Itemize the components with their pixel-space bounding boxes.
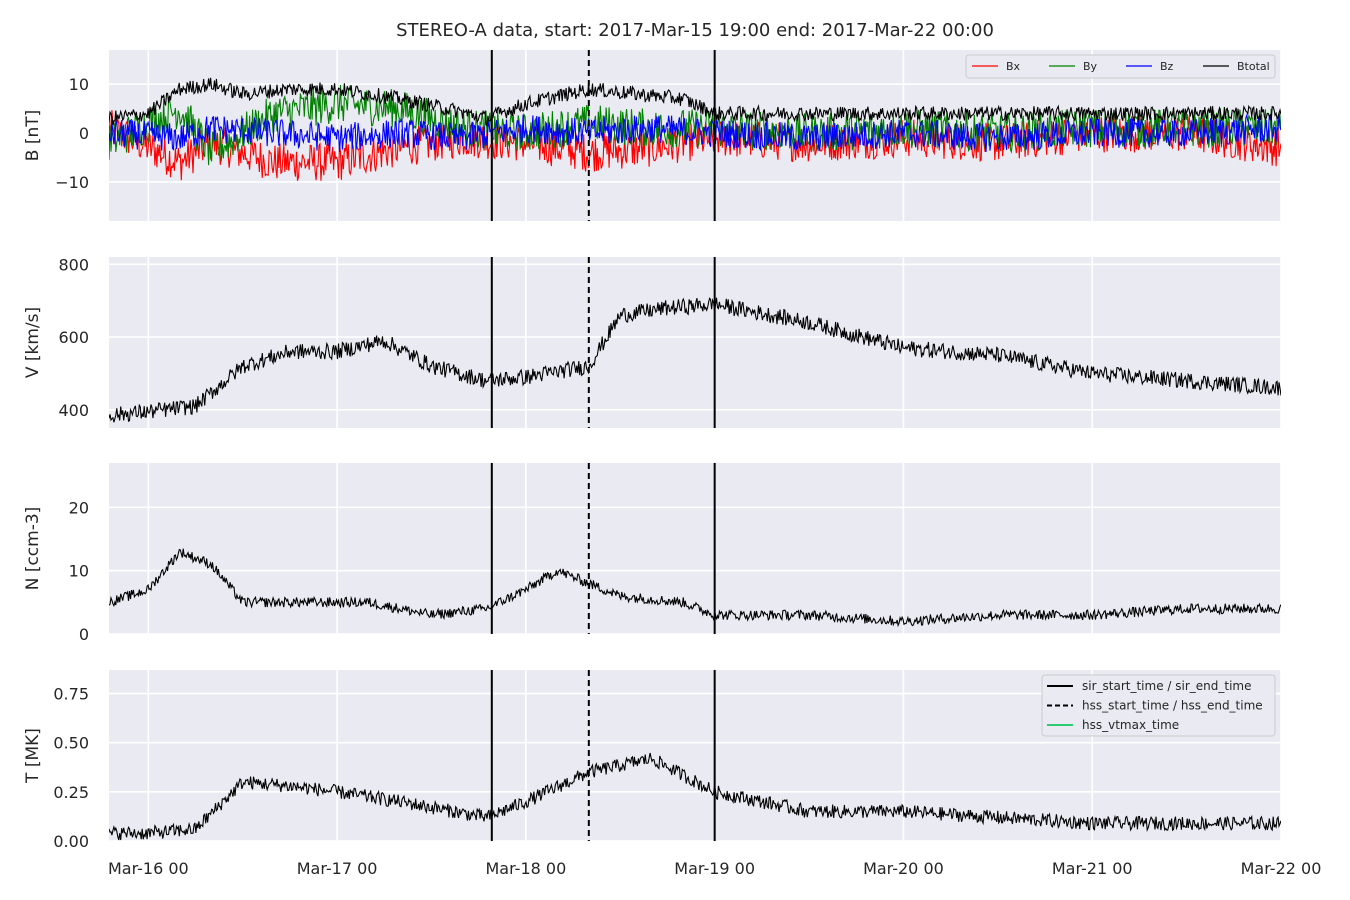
y-tick-label: 0.50: [53, 734, 89, 753]
y-tick-label: 600: [58, 328, 89, 347]
legend-frame: [965, 54, 1276, 79]
y-axis-label: T [MK]: [23, 728, 43, 784]
legend-label: By: [1083, 60, 1098, 73]
x-tick-label: Mar-18 00: [486, 859, 567, 878]
y-tick-label: 0.00: [53, 832, 89, 851]
legend-label: Btotal: [1237, 60, 1270, 73]
legend-label: Bz: [1160, 60, 1174, 73]
y-tick-label: 10: [69, 75, 89, 94]
legend-label: hss_start_time / hss_end_time: [1082, 699, 1263, 713]
x-tick-label: Mar-16 00: [108, 859, 189, 878]
y-axis-label: B [nT]: [23, 110, 43, 162]
y-axis-label: N [ccm-3]: [23, 507, 43, 591]
y-tick-label: 0.25: [53, 783, 89, 802]
y-axis-label: V [km/s]: [23, 307, 43, 378]
series-line: [109, 548, 1281, 628]
x-tick-label: Mar-19 00: [674, 859, 755, 878]
x-tick-label: Mar-22 00: [1241, 859, 1322, 878]
y-tick-label: −10: [55, 173, 89, 192]
y-tick-label: 0.75: [53, 685, 89, 704]
y-tick-label: 800: [58, 255, 89, 274]
y-tick-label: 20: [69, 498, 89, 517]
panel-4: 0.00 0.25 0.50 0.75 T [MK] sir_start_time / s…: [23, 670, 1282, 851]
panel-1: −10 0 10 B [nT] Bx By Bz Btotal: [23, 50, 1282, 221]
panel-2: 400 600 800 V [km/s]: [23, 255, 1282, 428]
y-tick-label: 400: [58, 401, 89, 420]
y-tick-label: 0: [79, 625, 89, 644]
legend-frame: [1041, 674, 1276, 737]
y-tick-label: 10: [69, 562, 89, 581]
legend-b: Bx By Bz Btotal: [965, 54, 1276, 79]
chart-title: STEREO-A data, start: 2017-Mar-15 19:00 …: [396, 20, 994, 41]
panel-3: 0 10 20 N [ccm-3]: [23, 463, 1282, 644]
legend-label: hss_vtmax_time: [1082, 718, 1179, 732]
series-line: [109, 752, 1281, 841]
x-tick-label: Mar-21 00: [1052, 859, 1133, 878]
legend-label: sir_start_time / sir_end_time: [1082, 679, 1252, 693]
plot-background: [109, 463, 1281, 634]
x-tick-label: Mar-20 00: [863, 859, 944, 878]
panels: −10 0 10 B [nT] Bx By Bz Btotal 400 600 800 V [km/s…: [23, 50, 1321, 878]
y-tick-label: 0: [79, 124, 89, 143]
series-line-btotal: [109, 77, 1281, 127]
plot-background: [109, 257, 1281, 428]
legend-label: Bx: [1006, 60, 1021, 73]
series-line-bz: [109, 113, 1281, 152]
series-line: [109, 297, 1281, 423]
x-tick-label: Mar-17 00: [297, 859, 378, 878]
legend-events: sir_start_time / sir_end_time hss_start_t…: [1041, 674, 1276, 737]
